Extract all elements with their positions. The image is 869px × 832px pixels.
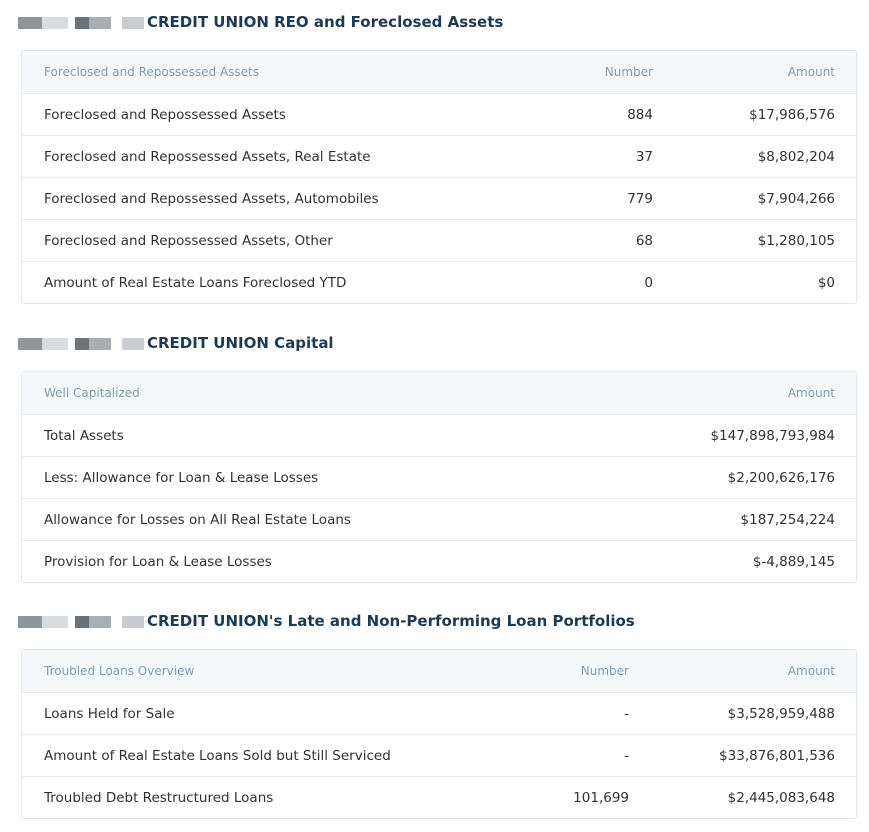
- table-header: Well Capitalized Amount: [22, 372, 856, 414]
- section-header: CREDIT UNION Capital: [0, 332, 869, 358]
- header-cell: Amount: [787, 65, 835, 79]
- table-row: Foreclosed and Repossessed Assets 884 $17,…: [22, 93, 856, 135]
- redacted-logo: [42, 338, 68, 350]
- table-row: Provision for Loan & Lease Losses $-4,889…: [22, 540, 856, 582]
- redacted-logo: [89, 17, 111, 29]
- table-cell: Amount of Real Estate Loans Foreclosed Y…: [44, 274, 347, 291]
- redacted-logo: [42, 17, 68, 29]
- header-cell: Amount: [787, 664, 835, 678]
- redacted-logo: [75, 17, 89, 29]
- table-cell: 0: [644, 274, 653, 291]
- section: CREDIT UNION's Late and Non-Performing L…: [0, 610, 869, 819]
- table: Well Capitalized Amount Total Assets $147,8…: [21, 371, 857, 583]
- table-cell: 884: [627, 106, 653, 123]
- redacted-logo: [122, 616, 144, 628]
- table-cell: -: [624, 705, 629, 722]
- section-title: CREDIT UNION Capital: [147, 334, 334, 352]
- table-cell: Amount of Real Estate Loans Sold but Sti…: [44, 747, 391, 764]
- section: CREDIT UNION REO and Foreclosed Assets Fo…: [0, 11, 869, 304]
- table-row: Foreclosed and Repossessed Assets, Other…: [22, 219, 856, 261]
- table-cell: $7,904,266: [757, 190, 835, 207]
- redacted-logo: [89, 338, 111, 350]
- section-title: CREDIT UNION REO and Foreclosed Assets: [147, 13, 504, 31]
- redacted-logo: [122, 338, 144, 350]
- table-header: Foreclosed and Repossessed Assets Number A…: [22, 51, 856, 93]
- table-cell: Less: Allowance for Loan & Lease Losses: [44, 469, 319, 486]
- table-row: Amount of Real Estate Loans Sold but Sti…: [22, 734, 856, 776]
- header-cell: Amount: [787, 386, 835, 400]
- redacted-logo: [89, 616, 111, 628]
- table-cell: $33,876,801,536: [719, 747, 835, 764]
- table-cell: $1,280,105: [757, 232, 835, 249]
- header-cell: Well Capitalized: [44, 386, 140, 400]
- table-cell: 68: [635, 232, 653, 249]
- table-cell: $8,802,204: [757, 148, 835, 165]
- table-cell: 779: [627, 190, 653, 207]
- header-cell: Foreclosed and Repossessed Assets: [44, 65, 259, 79]
- table-cell: $3,528,959,488: [727, 705, 835, 722]
- table-cell: $-4,889,145: [752, 553, 835, 570]
- redacted-logo: [75, 616, 89, 628]
- table-row: Loans Held for Sale - $3,528,959,488: [22, 692, 856, 734]
- section-title: CREDIT UNION's Late and Non-Performing L…: [147, 612, 635, 630]
- header-cell: Troubled Loans Overview: [44, 664, 195, 678]
- table-cell: Foreclosed and Repossessed Assets, Autom…: [44, 190, 379, 207]
- table-cell: $17,986,576: [749, 106, 835, 123]
- table-cell: Foreclosed and Repossessed Assets: [44, 106, 286, 123]
- table-row: Foreclosed and Repossessed Assets, Autom…: [22, 177, 856, 219]
- table-cell: $0: [817, 274, 835, 291]
- table-row: Allowance for Losses on All Real Estate …: [22, 498, 856, 540]
- table-cell: Foreclosed and Repossessed Assets, Other: [44, 232, 333, 249]
- redacted-logo: [122, 17, 144, 29]
- redacted-logo: [75, 338, 89, 350]
- table-cell: Provision for Loan & Lease Losses: [44, 553, 272, 570]
- table-header: Troubled Loans Overview Number Amount: [22, 650, 856, 692]
- table-cell: $147,898,793,984: [710, 427, 835, 444]
- table-cell: $187,254,224: [740, 511, 835, 528]
- table-cell: 37: [635, 148, 653, 165]
- redacted-logo: [42, 616, 68, 628]
- table-row: Foreclosed and Repossessed Assets, Real …: [22, 135, 856, 177]
- table-cell: Allowance for Losses on All Real Estate …: [44, 511, 351, 528]
- redacted-logo: [18, 17, 42, 29]
- table-cell: -: [624, 747, 629, 764]
- table: Foreclosed and Repossessed Assets Number A…: [21, 50, 857, 304]
- section-header: CREDIT UNION's Late and Non-Performing L…: [0, 610, 869, 636]
- table-cell: $2,200,626,176: [727, 469, 835, 486]
- table-cell: Troubled Debt Restructured Loans: [44, 789, 274, 806]
- table-row: Less: Allowance for Loan & Lease Losses $…: [22, 456, 856, 498]
- table-cell: $2,445,083,648: [727, 789, 835, 806]
- section-header: CREDIT UNION REO and Foreclosed Assets: [0, 11, 869, 37]
- table-cell: Loans Held for Sale: [44, 705, 175, 722]
- table-row: Amount of Real Estate Loans Foreclosed Y…: [22, 261, 856, 303]
- header-cell: Number: [580, 664, 629, 678]
- redacted-logo: [18, 616, 42, 628]
- table-cell: Total Assets: [44, 427, 124, 444]
- redacted-logo: [18, 338, 42, 350]
- table-cell: 101,699: [573, 789, 629, 806]
- table: Troubled Loans Overview Number Amount Loans…: [21, 649, 857, 819]
- table-row: Total Assets $147,898,793,984: [22, 414, 856, 456]
- section: CREDIT UNION Capital Well Capitalized Amou…: [0, 332, 869, 583]
- table-row: Troubled Debt Restructured Loans 101,699 $…: [22, 776, 856, 818]
- header-cell: Number: [604, 65, 653, 79]
- table-cell: Foreclosed and Repossessed Assets, Real …: [44, 148, 371, 165]
